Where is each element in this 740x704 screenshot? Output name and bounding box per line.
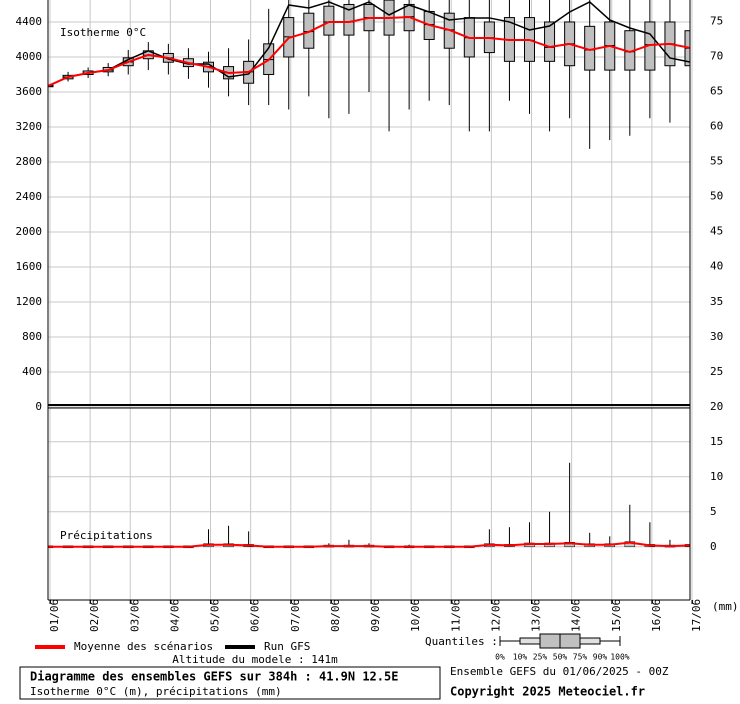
x-tick-label: 10/06 <box>409 599 422 632</box>
y2-tick-label: 40 <box>710 260 723 273</box>
quantile-legend <box>499 633 621 649</box>
quantile-labels: 0% 10% 25% 50% 75% 90% 100% <box>495 653 630 662</box>
y-tick-label: 2000 <box>16 225 43 238</box>
chart-subtitle: Isotherme 0°C (m), précipitations (mm) <box>30 685 282 698</box>
quantile-label: 25% <box>533 653 548 662</box>
y2-unit: (mm) <box>712 600 739 613</box>
y2-tick-label: 75 <box>710 15 723 28</box>
y2-tick-label: 55 <box>710 155 723 168</box>
y-tick-label: 4400 <box>16 15 43 28</box>
quantiles-title: Quantiles : <box>425 635 498 648</box>
y2-tick-label: 10 <box>710 470 723 483</box>
x-tick-label: 12/06 <box>489 599 502 632</box>
y2-tick-label: 30 <box>710 330 723 343</box>
y2-tick-label: 45 <box>710 225 723 238</box>
y2-tick-label: 70 <box>710 50 723 63</box>
y2-tick-label: 15 <box>710 435 723 448</box>
y2-tick-label: 60 <box>710 120 723 133</box>
axes <box>47 0 691 601</box>
y-tick-label: 1600 <box>16 260 43 273</box>
quantile-label: 10% <box>513 653 528 662</box>
box <box>343 3 355 36</box>
legend-entry: Moyenne des scénarios <box>74 640 213 653</box>
quantile-label: 100% <box>610 653 629 662</box>
title-box <box>19 666 441 700</box>
series-line <box>48 1 690 87</box>
y-tick-label: 0 <box>35 400 42 413</box>
x-tick-label: 01/06 <box>48 599 61 632</box>
chart-title: Diagramme des ensembles GEFS sur 384h : … <box>30 670 398 684</box>
panel-label: Précipitations <box>60 529 153 542</box>
box <box>323 5 335 36</box>
x-tick-label: 13/06 <box>530 599 543 632</box>
x-tick-label: 11/06 <box>449 599 462 632</box>
x-tick-label: 15/06 <box>610 599 623 632</box>
x-tick-label: 08/06 <box>329 599 342 632</box>
y-tick-label: 2400 <box>16 190 43 203</box>
model-altitude: Altitude du modele : 141m <box>172 653 338 666</box>
x-tick-label: 07/06 <box>289 599 302 632</box>
run-info: Ensemble GEFS du 01/06/2025 - 00Z <box>450 665 669 678</box>
y2-tick-label: 5 <box>710 505 717 518</box>
quantile-label: 50% <box>553 653 568 662</box>
y2-tick-label: 0 <box>710 540 717 553</box>
quantile-box <box>579 637 601 645</box>
x-tick-label: 02/06 <box>88 599 101 632</box>
y2-tick-label: 20 <box>710 400 723 413</box>
y-tick-label: 4000 <box>16 50 43 63</box>
x-tick-label: 06/06 <box>249 599 262 632</box>
y2-tick-label: 35 <box>710 295 723 308</box>
y-tick-label: 2800 <box>16 155 43 168</box>
x-tick-label: 14/06 <box>570 599 583 632</box>
grid <box>48 0 693 600</box>
y-tick-label: 3200 <box>16 120 43 133</box>
quantile-label: 90% <box>593 653 608 662</box>
y2-tick-label: 65 <box>710 85 723 98</box>
y-tick-label: 400 <box>22 365 42 378</box>
box <box>303 12 315 49</box>
y2-tick-label: 50 <box>710 190 723 203</box>
quantile-label: 0% <box>495 653 505 662</box>
y-tick-label: 1200 <box>16 295 43 308</box>
y-tick-label: 800 <box>22 330 42 343</box>
x-tick-label: 04/06 <box>168 599 181 632</box>
y-tick-label: 3600 <box>16 85 43 98</box>
copyright: Copyright 2025 Meteociel.fr <box>450 685 645 699</box>
x-tick-label: 09/06 <box>369 599 382 632</box>
isotherm-panel <box>48 0 690 149</box>
quantile-label: 75% <box>573 653 588 662</box>
legend-entry: Run GFS <box>264 640 310 653</box>
x-tick-label: 05/06 <box>209 599 222 632</box>
x-tick-label: 17/06 <box>690 599 703 632</box>
series-line <box>48 15 690 87</box>
panel-label: Isotherme 0°C <box>60 26 146 39</box>
precip-mean-line <box>48 541 690 548</box>
precip-panel <box>48 462 690 549</box>
quantile-box <box>519 637 541 645</box>
x-tick-label: 16/06 <box>650 599 663 632</box>
box <box>544 21 556 62</box>
y2-tick-label: 25 <box>710 365 723 378</box>
x-tick-label: 03/06 <box>128 599 141 632</box>
